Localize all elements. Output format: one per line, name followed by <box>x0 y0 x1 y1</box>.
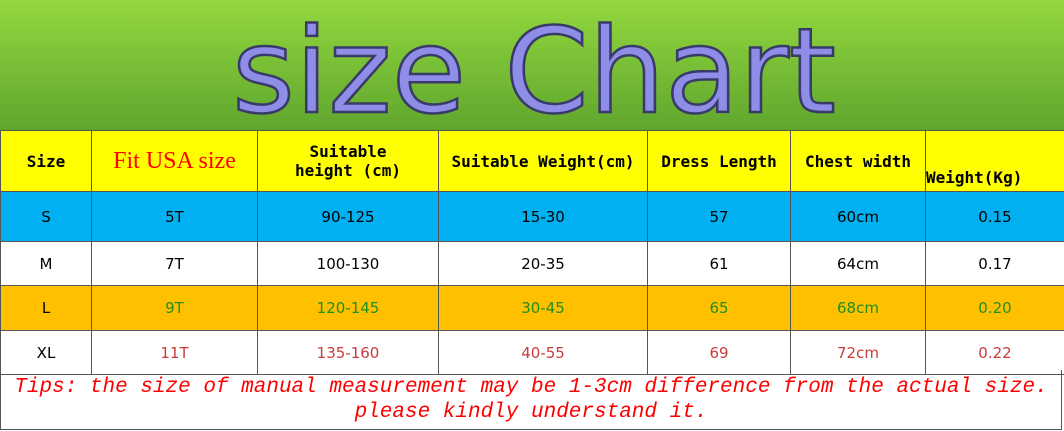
size-table: Size Fit USA size Suitable height (cm) Suit… <box>0 130 1064 375</box>
title-banner: size Chart <box>0 0 1064 130</box>
data-row: S 5T 90-125 15-30 57 60cm 0.15 <box>0 191 1064 242</box>
cell: XL <box>0 330 92 375</box>
cell: 0.15 <box>925 191 1064 242</box>
cell: 135-160 <box>257 330 439 375</box>
cell: 68cm <box>790 285 926 331</box>
header-cell: Dress Length <box>647 130 791 192</box>
cell: S <box>0 191 92 242</box>
cell: 20-35 <box>438 241 648 286</box>
cell: 5T <box>91 191 258 242</box>
cell: 69 <box>647 330 791 375</box>
cell: 57 <box>647 191 791 242</box>
header-cell: Weight(Kg) <box>925 130 1064 192</box>
cell: 100-130 <box>257 241 439 286</box>
cell: L <box>0 285 92 331</box>
cell: M <box>0 241 92 286</box>
tips: Tips: the size of manual measurement may… <box>0 370 1062 430</box>
cell: 64cm <box>790 241 926 286</box>
cell: 40-55 <box>438 330 648 375</box>
header-cell: Suitable height (cm) <box>257 130 439 192</box>
header-cell: Size <box>0 130 92 192</box>
header-cell: Suitable Weight(cm) <box>438 130 648 192</box>
cell: 72cm <box>790 330 926 375</box>
cell: 15-30 <box>438 191 648 242</box>
title: size Chart <box>232 2 836 130</box>
header-row: Size Fit USA size Suitable height (cm) Suit… <box>0 130 1064 192</box>
cell: 7T <box>91 241 258 286</box>
cell: 11T <box>91 330 258 375</box>
data-row: L 9T 120-145 30-45 65 68cm 0.20 <box>0 285 1064 331</box>
header-cell: Chest width <box>790 130 926 192</box>
cell: 0.17 <box>925 241 1064 286</box>
header-cell: Fit USA size <box>91 130 258 192</box>
cell: 90-125 <box>257 191 439 242</box>
cell: 0.22 <box>925 330 1064 375</box>
cell: 9T <box>91 285 258 331</box>
cell: 65 <box>647 285 791 331</box>
data-row: M 7T 100-130 20-35 61 64cm 0.17 <box>0 241 1064 286</box>
cell: 30-45 <box>438 285 648 331</box>
data-row: XL 11T 135-160 40-55 69 72cm 0.22 <box>0 330 1064 375</box>
tips-line: please kindly understand it. <box>354 401 708 424</box>
cell: 0.20 <box>925 285 1064 331</box>
cell: 120-145 <box>257 285 439 331</box>
tips-line: Tips: the size of manual measurement may… <box>14 376 1048 399</box>
cell: 60cm <box>790 191 926 242</box>
title-svg: size Chart <box>231 1 838 130</box>
cell: 61 <box>647 241 791 286</box>
